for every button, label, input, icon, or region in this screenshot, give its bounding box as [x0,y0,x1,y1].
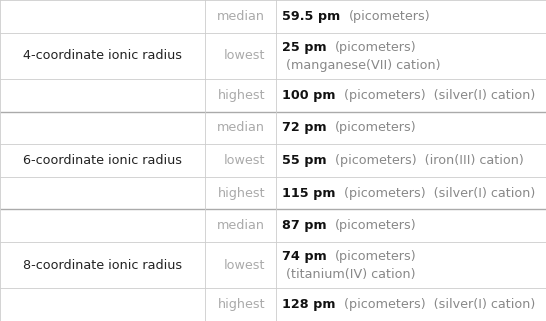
Text: (picometers): (picometers) [335,41,417,54]
Text: (picometers): (picometers) [335,121,417,134]
Text: 100 pm: 100 pm [282,89,335,102]
Text: 8-coordinate ionic radius: 8-coordinate ionic radius [23,259,182,272]
Text: highest: highest [217,298,265,311]
Text: 128 pm: 128 pm [282,298,335,311]
Text: highest: highest [217,89,265,102]
Text: 55 pm: 55 pm [282,154,327,167]
Text: 25 pm: 25 pm [282,41,327,54]
Text: lowest: lowest [223,49,265,62]
Text: (picometers): (picometers) [335,250,417,263]
Text: (picometers): (picometers) [335,219,417,232]
Text: lowest: lowest [223,154,265,167]
Text: (picometers)  (iron(III) cation): (picometers) (iron(III) cation) [335,154,524,167]
Text: lowest: lowest [223,259,265,272]
Text: 4-coordinate ionic radius: 4-coordinate ionic radius [23,49,182,62]
Text: (picometers)  (silver(I) cation): (picometers) (silver(I) cation) [344,298,535,311]
Text: median: median [217,219,265,232]
Text: median: median [217,10,265,23]
Text: 6-coordinate ionic radius: 6-coordinate ionic radius [23,154,182,167]
Text: highest: highest [217,187,265,200]
Text: (picometers): (picometers) [349,10,430,23]
Text: (picometers)  (silver(I) cation): (picometers) (silver(I) cation) [344,187,535,200]
Text: 74 pm: 74 pm [282,250,327,263]
Text: median: median [217,121,265,134]
Text: (picometers)  (silver(I) cation): (picometers) (silver(I) cation) [344,89,535,102]
Text: 115 pm: 115 pm [282,187,335,200]
Text: 87 pm: 87 pm [282,219,327,232]
Text: (manganese(VII) cation): (manganese(VII) cation) [286,59,440,72]
Text: (titanium(IV) cation): (titanium(IV) cation) [286,268,415,281]
Text: 72 pm: 72 pm [282,121,327,134]
Text: 59.5 pm: 59.5 pm [282,10,340,23]
